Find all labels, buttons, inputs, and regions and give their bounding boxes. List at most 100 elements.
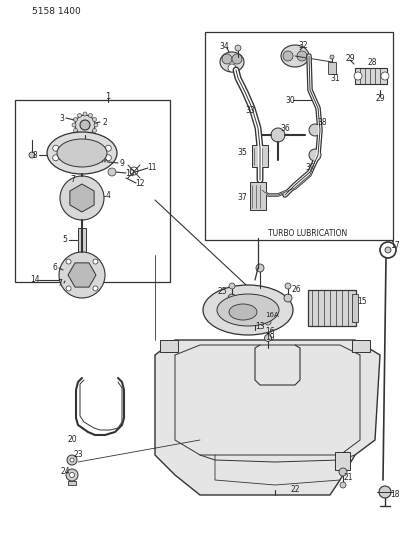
Circle shape — [77, 133, 81, 136]
Circle shape — [83, 134, 87, 138]
Text: 25: 25 — [217, 287, 226, 296]
Bar — [160, 340, 178, 352]
Polygon shape — [70, 184, 94, 212]
Circle shape — [308, 124, 320, 136]
Text: 37: 37 — [236, 193, 246, 203]
Bar — [351, 294, 357, 322]
Circle shape — [73, 128, 77, 133]
Text: 8: 8 — [33, 150, 37, 159]
Text: 5: 5 — [63, 236, 67, 245]
Text: 7: 7 — [57, 279, 62, 287]
Text: 4: 4 — [105, 191, 110, 200]
Circle shape — [93, 286, 98, 291]
Text: 9: 9 — [119, 158, 124, 167]
Circle shape — [338, 468, 346, 476]
Circle shape — [75, 115, 95, 135]
Text: 6: 6 — [52, 263, 57, 272]
Bar — [354, 68, 386, 84]
Circle shape — [229, 283, 234, 289]
Bar — [252, 145, 267, 167]
Bar — [327, 62, 335, 74]
Circle shape — [250, 316, 258, 324]
Circle shape — [66, 259, 71, 264]
Text: 14: 14 — [30, 276, 40, 285]
Circle shape — [67, 455, 77, 465]
Text: 17: 17 — [389, 240, 399, 249]
Text: 38: 38 — [317, 117, 326, 126]
Text: 26: 26 — [290, 286, 300, 295]
Circle shape — [384, 247, 390, 253]
Circle shape — [53, 155, 58, 161]
Bar — [307, 290, 355, 326]
Text: 2: 2 — [102, 117, 107, 126]
Text: 32: 32 — [297, 41, 307, 50]
Circle shape — [66, 469, 78, 481]
Text: 7: 7 — [70, 175, 75, 184]
Circle shape — [234, 45, 240, 51]
Text: 13: 13 — [254, 322, 264, 332]
Text: 19: 19 — [265, 334, 274, 343]
Ellipse shape — [216, 294, 278, 326]
Circle shape — [59, 252, 105, 298]
Text: 36: 36 — [279, 124, 289, 133]
Circle shape — [227, 294, 236, 302]
Circle shape — [255, 264, 263, 272]
Text: 29: 29 — [344, 53, 354, 62]
Circle shape — [282, 51, 292, 61]
Bar — [249, 182, 265, 210]
Text: 18: 18 — [389, 490, 399, 499]
Circle shape — [66, 286, 71, 291]
Circle shape — [283, 294, 291, 302]
Text: 16: 16 — [265, 327, 274, 336]
Text: 35: 35 — [236, 148, 246, 157]
Ellipse shape — [47, 132, 117, 174]
Text: 1: 1 — [105, 92, 110, 101]
Circle shape — [378, 486, 390, 498]
Circle shape — [108, 168, 116, 176]
Circle shape — [227, 64, 236, 72]
Text: 23: 23 — [73, 450, 83, 459]
Circle shape — [80, 120, 90, 130]
Circle shape — [70, 458, 74, 462]
Text: 5158 1400: 5158 1400 — [32, 6, 81, 15]
Ellipse shape — [280, 45, 308, 67]
Circle shape — [53, 145, 58, 151]
Text: 16A: 16A — [265, 312, 278, 318]
Text: 15: 15 — [356, 297, 366, 306]
Bar — [15, 100, 170, 282]
Circle shape — [339, 482, 345, 488]
Ellipse shape — [229, 304, 256, 320]
Text: TURBO LUBRICATION: TURBO LUBRICATION — [268, 229, 347, 238]
Polygon shape — [68, 263, 96, 287]
Circle shape — [70, 472, 74, 478]
Circle shape — [92, 117, 96, 122]
Polygon shape — [155, 340, 379, 495]
Bar — [68, 481, 76, 485]
Circle shape — [380, 72, 388, 80]
Text: 24: 24 — [60, 467, 70, 477]
Text: 29: 29 — [374, 93, 384, 102]
Text: 20: 20 — [67, 435, 76, 445]
Circle shape — [105, 145, 111, 151]
Circle shape — [308, 149, 320, 161]
Circle shape — [221, 54, 231, 64]
Text: 3: 3 — [59, 114, 64, 123]
Circle shape — [329, 55, 333, 59]
Bar — [351, 340, 369, 352]
Text: 11: 11 — [147, 164, 156, 173]
Text: 10: 10 — [125, 168, 135, 177]
Bar — [204, 32, 392, 240]
Text: 28: 28 — [366, 58, 376, 67]
Circle shape — [72, 123, 76, 127]
Circle shape — [353, 72, 361, 80]
Text: 39: 39 — [304, 164, 314, 173]
Circle shape — [264, 319, 270, 325]
Circle shape — [83, 112, 87, 116]
Bar — [78, 228, 86, 253]
Text: 22: 22 — [290, 486, 299, 495]
Ellipse shape — [220, 52, 243, 72]
Circle shape — [77, 114, 81, 117]
Text: 21: 21 — [342, 473, 352, 482]
Circle shape — [77, 193, 87, 203]
Ellipse shape — [202, 285, 292, 335]
